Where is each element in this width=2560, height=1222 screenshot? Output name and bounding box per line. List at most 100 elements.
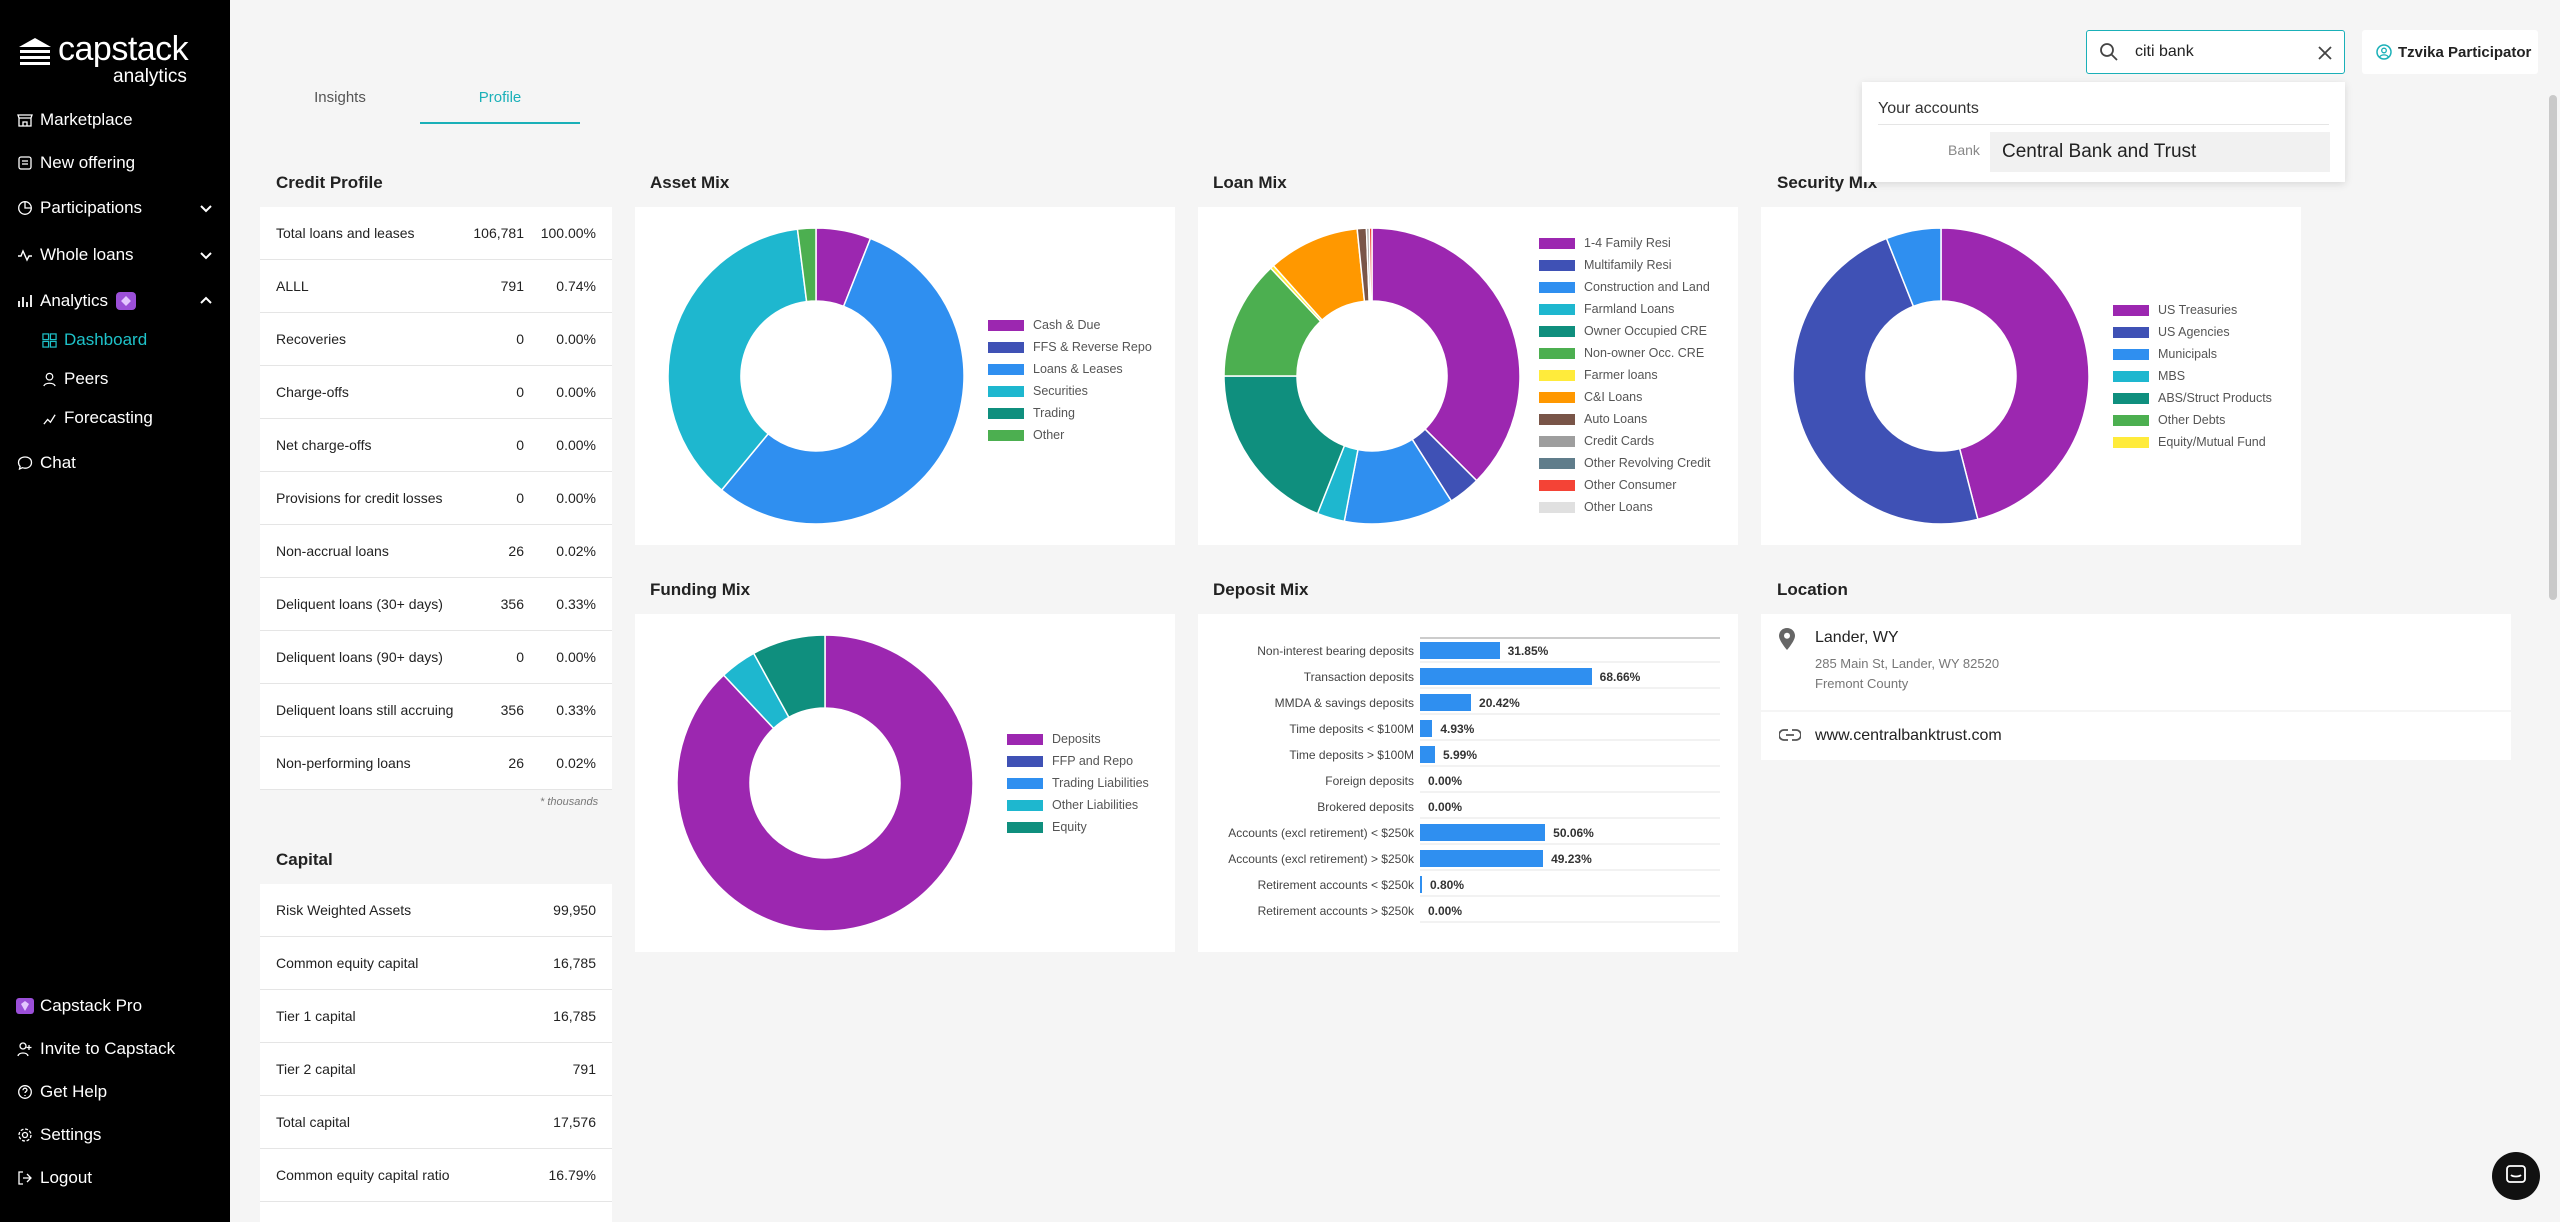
- credit-row: Total loans and leases 106,781 100.00%: [260, 207, 612, 260]
- nav-logout[interactable]: Logout: [16, 1164, 216, 1192]
- legend-item[interactable]: Other Revolving Credit: [1539, 452, 1710, 474]
- donut-slice[interactable]: [1940, 227, 2090, 521]
- legend-item[interactable]: Other Consumer: [1539, 474, 1710, 496]
- legend-item[interactable]: FFS & Reverse Repo: [988, 336, 1152, 358]
- nav-forecasting[interactable]: Forecasting: [40, 404, 210, 432]
- donut-slice[interactable]: [1223, 375, 1346, 515]
- search-input[interactable]: [2135, 41, 2295, 63]
- deposit-category-label: Transaction deposits: [1303, 670, 1414, 684]
- row-percent: 0.33%: [556, 702, 596, 718]
- legend-item[interactable]: Farmer loans: [1539, 364, 1710, 386]
- legend-item[interactable]: MBS: [2113, 365, 2272, 387]
- nav-analytics[interactable]: Analytics: [16, 287, 216, 315]
- legend-item[interactable]: Other Liabilities: [1007, 794, 1149, 816]
- dashboard-icon: [40, 331, 58, 349]
- nav-label: Get Help: [40, 1082, 108, 1101]
- chat-icon: [2506, 1165, 2526, 1183]
- capstack-logo[interactable]: capstack analytics: [18, 30, 218, 87]
- legend-item[interactable]: Equity/Mutual Fund: [2113, 431, 2272, 453]
- nav-label: Marketplace: [40, 110, 133, 129]
- clear-search-icon[interactable]: [2317, 45, 2333, 61]
- deposit-value-label: 50.06%: [1553, 826, 1594, 840]
- legend-item[interactable]: Credit Cards: [1539, 430, 1710, 452]
- row-value: 791: [500, 278, 524, 294]
- legend-item[interactable]: 1-4 Family Resi: [1539, 232, 1710, 254]
- nav-chat[interactable]: Chat: [16, 449, 216, 477]
- legend-label: Other Loans: [1584, 500, 1653, 514]
- deposit-bar[interactable]: [1420, 824, 1546, 841]
- legend-swatch: [1539, 501, 1575, 513]
- legend-item[interactable]: Trading: [988, 402, 1152, 424]
- legend-item[interactable]: Other: [988, 424, 1152, 446]
- legend-item[interactable]: Loans & Leases: [988, 358, 1152, 380]
- row-percent: 0.02%: [556, 543, 596, 559]
- deposit-bar[interactable]: [1420, 850, 1544, 867]
- nav-marketplace[interactable]: Marketplace: [16, 106, 216, 134]
- legend-item[interactable]: US Treasuries: [2113, 299, 2272, 321]
- legend-item[interactable]: Other Loans: [1539, 496, 1710, 518]
- row-value: 26: [508, 543, 524, 559]
- legend-item[interactable]: Auto Loans: [1539, 408, 1710, 430]
- nav-capstack-pro[interactable]: Capstack Pro: [16, 992, 216, 1020]
- donut-slice[interactable]: [720, 237, 965, 525]
- nav-participations[interactable]: Participations: [16, 194, 216, 222]
- brand-sub: analytics: [113, 66, 187, 87]
- legend-item[interactable]: ABS/Struct Products: [2113, 387, 2272, 409]
- legend-item[interactable]: Cash & Due: [988, 314, 1152, 336]
- donut-slice[interactable]: [667, 228, 808, 492]
- legend-item[interactable]: Municipals: [2113, 343, 2272, 365]
- deposit-category-label: MMDA & savings deposits: [1274, 696, 1414, 710]
- legend-swatch: [1539, 347, 1575, 359]
- legend-label: Other Debts: [2158, 413, 2226, 427]
- user-menu-button[interactable]: Tzvika Participator: [2362, 30, 2538, 74]
- deposit-value-label: 49.23%: [1551, 852, 1592, 866]
- nav-help[interactable]: Get Help: [16, 1078, 216, 1106]
- legend-item[interactable]: C&I Loans: [1539, 386, 1710, 408]
- legend-label: Deposits: [1052, 732, 1101, 746]
- nav-settings[interactable]: Settings: [16, 1121, 216, 1149]
- legend-item[interactable]: Owner Occupied CRE: [1539, 320, 1710, 342]
- nav-whole-loans[interactable]: Whole loans: [16, 241, 216, 269]
- legend-item[interactable]: Other Debts: [2113, 409, 2272, 431]
- deposit-bar[interactable]: [1420, 876, 1422, 893]
- legend-item[interactable]: US Agencies: [2113, 321, 2272, 343]
- nav-new-offering[interactable]: New offering: [16, 149, 216, 177]
- legend-item[interactable]: Non-owner Occ. CRE: [1539, 342, 1710, 364]
- donut-slice[interactable]: [796, 227, 817, 303]
- deposit-value-label: 0.00%: [1428, 904, 1463, 918]
- nav-peers[interactable]: Peers: [40, 365, 210, 393]
- legend-item[interactable]: Deposits: [1007, 728, 1149, 750]
- row-label: Total loans and leases: [276, 225, 415, 241]
- legend-item[interactable]: Trading Liabilities: [1007, 772, 1149, 794]
- legend-item[interactable]: FFP and Repo: [1007, 750, 1149, 772]
- tab-profile[interactable]: Profile: [420, 76, 580, 124]
- deposit-bar[interactable]: [1420, 668, 1592, 685]
- legend-item[interactable]: Farmland Loans: [1539, 298, 1710, 320]
- legend-swatch: [2113, 348, 2149, 360]
- website-link[interactable]: www.centralbanktrust.com: [1815, 727, 2002, 744]
- legend-item[interactable]: Construction and Land: [1539, 276, 1710, 298]
- deposit-bar[interactable]: [1420, 720, 1433, 737]
- result-option[interactable]: Central Bank and Trust: [1990, 132, 2330, 172]
- donut-slice[interactable]: [752, 634, 826, 719]
- loan-mix-legend: 1-4 Family Resi Multifamily Resi Construct…: [1539, 232, 1710, 518]
- capital-row: Common equity capital ratio 16.79%: [260, 1149, 612, 1202]
- legend-item[interactable]: Multifamily Resi: [1539, 254, 1710, 276]
- donut-slice[interactable]: [1371, 227, 1521, 482]
- donut-slice[interactable]: [1368, 227, 1373, 302]
- legend-item[interactable]: Securities: [988, 380, 1152, 402]
- donut-slice[interactable]: [1792, 237, 1979, 525]
- tab-insights[interactable]: Insights: [314, 89, 366, 106]
- support-chat-button[interactable]: [2492, 1152, 2540, 1200]
- page-scrollbar[interactable]: [2549, 95, 2557, 600]
- legend-item[interactable]: Equity: [1007, 816, 1149, 838]
- donut-slice[interactable]: [1885, 227, 1942, 308]
- nav-invite[interactable]: Invite to Capstack: [16, 1035, 216, 1063]
- donut-slice[interactable]: [676, 634, 974, 932]
- deposit-bar[interactable]: [1420, 746, 1435, 763]
- legend-swatch: [1539, 281, 1575, 293]
- nav-dashboard[interactable]: Dashboard: [40, 326, 210, 354]
- credit-row: Deliquent loans (90+ days) 0 0.00%: [260, 631, 612, 684]
- deposit-bar[interactable]: [1420, 694, 1472, 711]
- deposit-bar[interactable]: [1420, 642, 1500, 659]
